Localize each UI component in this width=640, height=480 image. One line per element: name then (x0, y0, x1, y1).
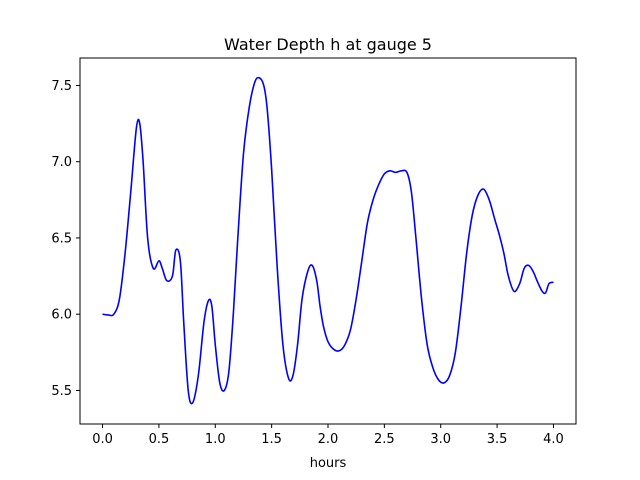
x-tick-label: 0.5 (149, 432, 170, 447)
x-tick-label: 2.0 (318, 432, 339, 447)
x-axis: 0.0 0.5 1.0 1.5 2.0 2.5 3.0 3.5 4.0 (92, 424, 564, 447)
x-tick-label: 0.0 (92, 432, 113, 447)
x-tick-label: 3.0 (430, 432, 451, 447)
y-tick-label: 6.5 (51, 231, 72, 246)
y-tick-label: 6.0 (51, 308, 72, 323)
y-axis: 5.5 6.0 6.5 7.0 7.5 (51, 79, 80, 399)
x-axis-label: hours (310, 456, 347, 471)
series-line (102, 76, 554, 405)
x-tick-label: 1.0 (205, 432, 226, 447)
plot-area (79, 57, 577, 425)
x-tick-label: 4.0 (543, 432, 564, 447)
x-tick-label: 1.5 (261, 432, 282, 447)
y-tick-label: 5.5 (51, 384, 72, 399)
x-tick-label: 3.5 (487, 432, 508, 447)
plot-background (80, 58, 576, 424)
x-tick-label: 2.5 (374, 432, 395, 447)
chart-title: Water Depth h at gauge 5 (224, 35, 432, 54)
y-tick-label: 7.0 (51, 155, 72, 170)
y-tick-label: 7.5 (51, 79, 72, 94)
